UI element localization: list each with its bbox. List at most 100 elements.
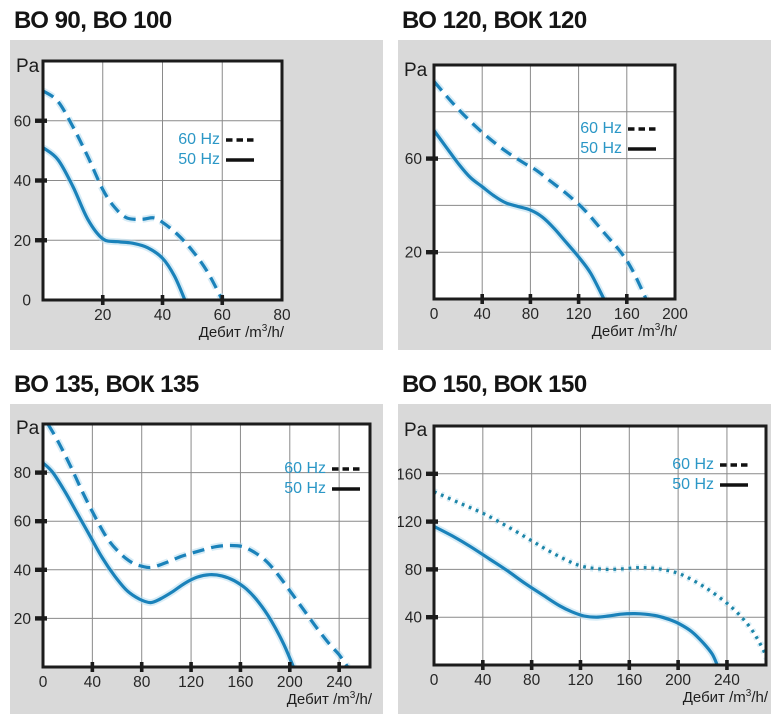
y-tick-label: 40 — [14, 173, 32, 190]
x-tick-mark — [578, 660, 583, 670]
x-tick-label: 120 — [566, 306, 592, 323]
x-axis-title-text: Дебит /m — [286, 691, 350, 708]
x-axis-title-text: Дебит /m — [198, 324, 262, 341]
y-tick-mark — [35, 178, 47, 183]
x-tick-mark — [625, 294, 629, 304]
y-tick-mark — [35, 118, 47, 123]
x-tick-label: 120 — [178, 674, 204, 691]
x-axis-title-superscript: 3 — [349, 690, 356, 701]
legend-label-60hz: 60 Hz — [178, 130, 220, 148]
axis-box — [432, 424, 768, 667]
x-tick-label: 80 — [133, 674, 151, 691]
legend-solid-line-sample — [226, 157, 254, 162]
legend-label-50hz: 50 Hz — [580, 139, 622, 157]
legend-item-60hz: 60 Hz — [662, 455, 749, 474]
x-tick-mark — [220, 295, 225, 305]
y-tick-mark — [35, 616, 47, 621]
legend-dashed-line-sample — [720, 462, 748, 467]
legend-dashed-line-sample — [628, 126, 656, 131]
fan-performance-chart: 0 40 80 120 160 200 240 40 80 120 160 — [398, 424, 768, 689]
x-tick-label: 240 — [714, 672, 740, 689]
x-tick-label: 200 — [277, 674, 303, 691]
x-tick-label: 40 — [474, 672, 492, 689]
y-tick-mark — [426, 615, 438, 620]
legend-solid-line-sample — [628, 146, 656, 151]
curve-60hz — [46, 423, 350, 668]
legend-item-50hz: 50 Hz — [570, 139, 657, 158]
legend-solid-line-sample — [332, 486, 360, 491]
x-tick-label: 0 — [430, 672, 439, 689]
chart-panel: 20 40 60 80 0 20 40 60 Pa 60 Hz 50 Hz Дебит /m3… — [10, 40, 383, 350]
chart-legend: 60 Hz 50 Hz — [570, 119, 657, 158]
chart-title: ВО 150, ВОК 150 — [402, 371, 587, 398]
legend-item-60hz: 60 Hz — [570, 119, 657, 138]
x-tick-mark — [337, 662, 341, 672]
x-tick-mark — [627, 660, 632, 670]
x-axis-title-suffix: /h/ — [751, 689, 768, 706]
chart-panel: 0 40 80 120 160 200 240 20 40 60 80 Pa 60 Hz 50 Hz… — [10, 404, 383, 714]
x-tick-label: 80 — [523, 672, 541, 689]
y-axis-unit-label: Pa — [404, 60, 428, 81]
y-tick-mark — [35, 519, 47, 524]
x-tick-mark — [139, 662, 144, 672]
legend-item-50hz: 50 Hz — [168, 150, 255, 169]
axis-box — [41, 422, 372, 669]
y-tick-mark — [426, 250, 438, 255]
x-tick-label: 0 — [39, 674, 48, 691]
y-tick-label: 0 — [22, 293, 31, 310]
legend-label-50hz: 50 Hz — [672, 475, 714, 493]
y-tick-label: 60 — [14, 514, 32, 531]
y-tick-label: 60 — [14, 113, 32, 130]
axis-box — [432, 63, 677, 301]
x-axis-title: Дебит /m3/h/ — [286, 690, 372, 709]
chart-block-bo135-bok135: ВО 135, ВОК 135 0 40 80 120 160 200 240 20 40 60 8… — [10, 368, 383, 714]
y-tick-mark — [426, 156, 438, 161]
chart-panel: 0 40 80 120 160 200 240 40 80 120 160 Pa 60 Hz 50 … — [398, 404, 771, 714]
y-tick-label: 20 — [14, 611, 32, 628]
chart-block-bo150-bok150: ВО 150, ВОК 150 0 40 80 120 160 200 240 40 80 120… — [398, 368, 771, 714]
x-tick-mark — [189, 662, 193, 672]
x-tick-label: 80 — [273, 307, 291, 324]
legend-dashed-line-sample — [332, 466, 360, 471]
x-tick-label: 80 — [522, 306, 540, 323]
legend-item-60hz: 60 Hz — [274, 459, 361, 478]
y-tick-mark — [426, 471, 438, 476]
curve-50hz — [42, 146, 187, 301]
x-tick-mark — [725, 660, 729, 670]
chart-title: ВО 90, ВО 100 — [14, 7, 172, 34]
x-tick-label: 200 — [665, 672, 691, 689]
curve-60hz — [433, 490, 767, 663]
x-axis-title: Дебит /m3/h/ — [198, 323, 284, 342]
x-tick-label: 120 — [568, 672, 594, 689]
x-axis-title-suffix: /h/ — [355, 691, 372, 708]
x-axis-title-suffix: /h/ — [660, 323, 677, 340]
x-tick-label: 40 — [84, 674, 102, 691]
legend-label-50hz: 50 Hz — [178, 150, 220, 168]
y-tick-label: 80 — [14, 465, 32, 482]
fan-performance-chart: 20 40 60 80 0 20 40 60 — [14, 59, 291, 324]
y-tick-mark — [426, 567, 438, 572]
y-axis-unit-label: Pa — [16, 418, 40, 439]
x-tick-mark — [287, 662, 292, 672]
x-tick-label: 160 — [614, 306, 640, 323]
chart-title: ВО 120, ВОК 120 — [402, 7, 587, 34]
y-tick-label: 160 — [398, 466, 422, 483]
y-tick-label: 80 — [405, 562, 423, 579]
x-tick-label: 60 — [214, 307, 232, 324]
x-axis-title: Дебит /m3/h/ — [683, 689, 768, 707]
x-axis-title-superscript: 3 — [654, 322, 661, 333]
x-tick-mark — [90, 662, 95, 672]
legend-solid-line-sample — [720, 482, 748, 487]
x-tick-label: 200 — [662, 306, 688, 323]
x-tick-mark — [480, 294, 484, 304]
x-tick-mark — [100, 295, 105, 305]
y-axis-unit-label: Pa — [16, 56, 40, 77]
x-axis-title-superscript: 3 — [261, 323, 268, 334]
x-tick-mark — [528, 294, 533, 304]
x-tick-mark — [676, 660, 680, 670]
fan-performance-chart: 0 40 80 120 160 200 20 60 — [405, 63, 688, 323]
curve-60hz — [42, 89, 224, 301]
x-axis-title-text: Дебит /m — [591, 323, 655, 340]
y-tick-label: 40 — [405, 610, 423, 627]
y-tick-label: 20 — [14, 233, 32, 250]
